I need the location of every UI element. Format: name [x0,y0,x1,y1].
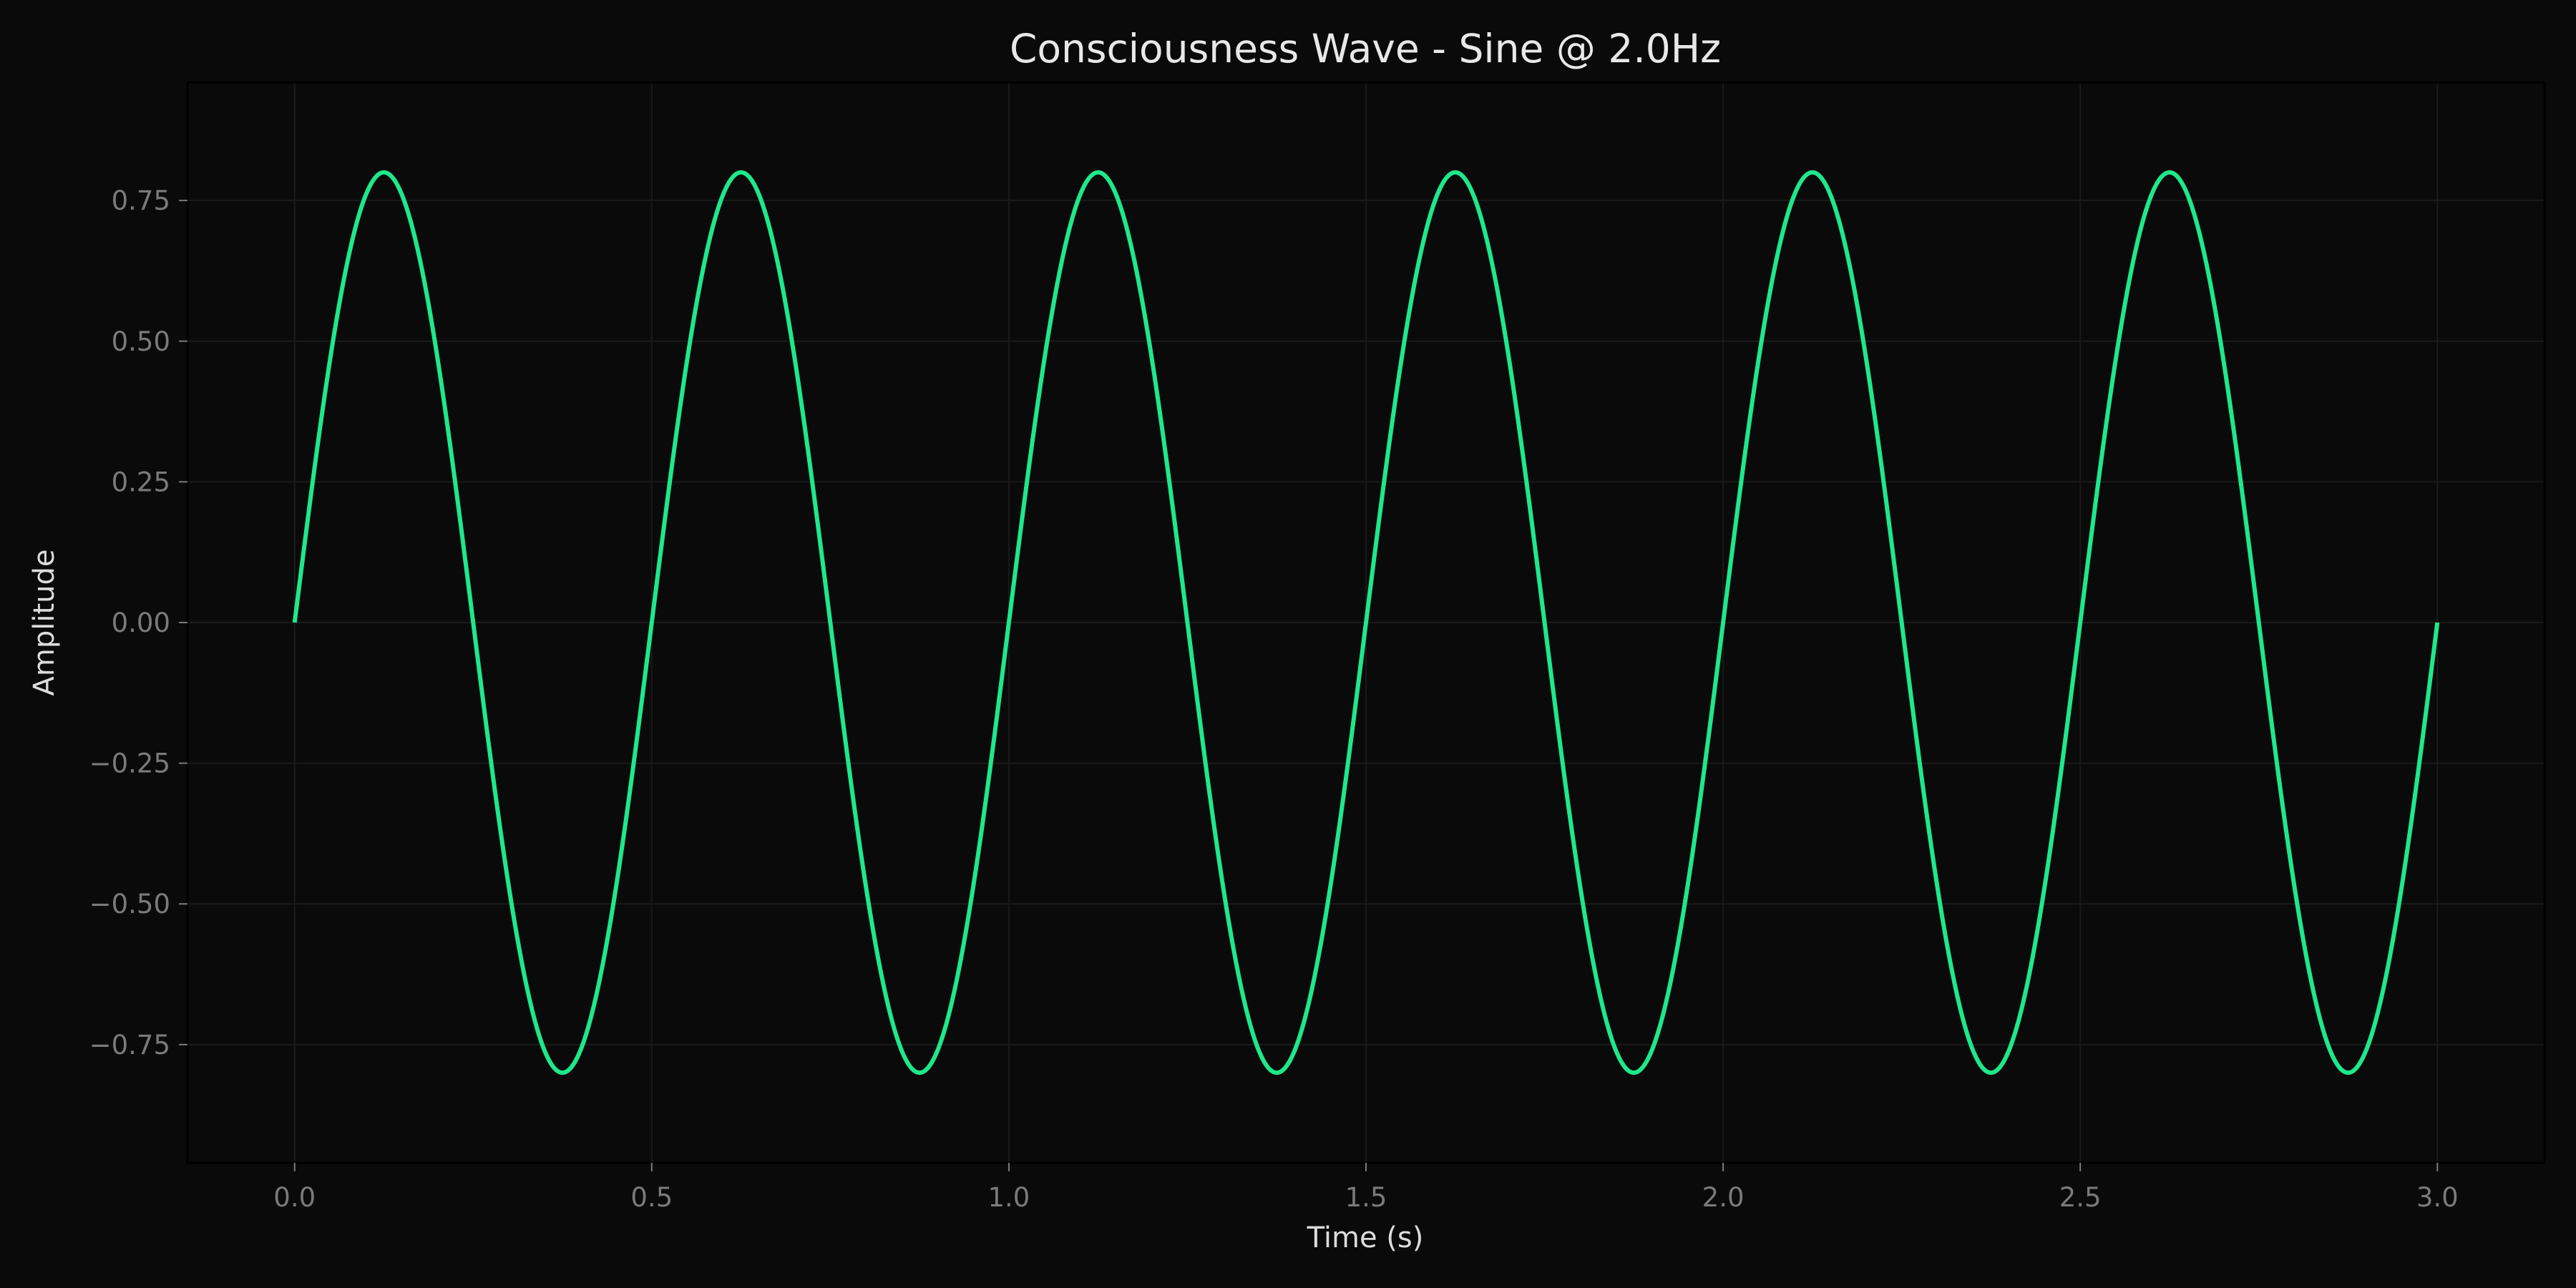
y-tick-label: 0.00 [112,608,170,638]
x-axis-label: Time (s) [1307,1221,1424,1254]
x-tick-label: 1.5 [1345,1182,1387,1213]
y-tick-label: −0.50 [89,889,170,919]
x-tick-label: 2.0 [1702,1182,1745,1213]
x-tick-label: 0.5 [630,1182,673,1213]
x-tick-label: 2.5 [2059,1182,2102,1213]
sine-wave-line [292,170,2440,1075]
y-axis-label: Amplitude [28,550,61,696]
series-layer [292,170,2440,1075]
x-tick-label: 1.0 [987,1182,1030,1213]
y-tick-label: −0.25 [89,748,170,779]
y-tick-label: −0.75 [89,1030,170,1060]
y-tick-label: 0.75 [112,185,170,216]
x-tick-label: 3.0 [2416,1182,2459,1213]
chart-title: Consciousness Wave - Sine @ 2.0Hz [1010,26,1721,72]
y-tick-label: 0.50 [112,326,170,357]
y-tick-label: 0.25 [112,467,170,497]
axis-ticks: 0.0 0.5 1.0 1.5 2.0 2.5 3.0 −0.75 −0.50 −0.25 0.00… [89,185,2459,1213]
x-tick-label: 0.0 [273,1182,316,1213]
